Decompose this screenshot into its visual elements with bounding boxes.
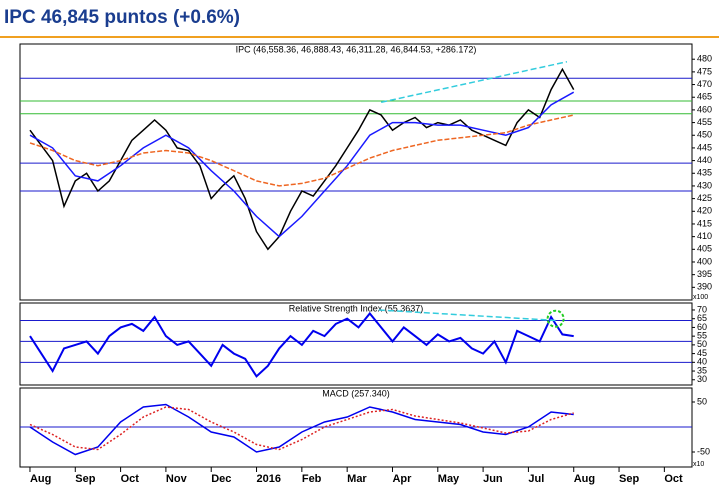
y-tick-label: 480	[697, 54, 712, 64]
y-tick-label: 390	[697, 282, 712, 292]
y-tick-label: 415	[697, 218, 712, 228]
panel-frame	[19, 43, 693, 301]
y-tick-label: 455	[697, 117, 712, 127]
y-tick-label: 55	[697, 331, 707, 341]
y-tick-label: 35	[697, 365, 707, 375]
x-tick-label: May	[438, 473, 460, 485]
y-tick-label: 395	[697, 269, 712, 279]
y-tick-label: 445	[697, 142, 712, 152]
series-line	[29, 114, 574, 187]
series-line	[29, 403, 574, 456]
panel-subtitle: IPC (46,558.36, 46,888.43, 46,311.28, 46…	[236, 44, 477, 54]
y-tick-label: 405	[697, 244, 712, 254]
y-tick-label: 410	[697, 231, 712, 241]
y-tick-label: 475	[697, 66, 712, 76]
y-tick-label: 70	[697, 304, 707, 314]
x-tick-label: 2016	[257, 473, 281, 485]
y-tick-label: 400	[697, 256, 712, 266]
trend-line	[378, 309, 556, 322]
y-tick-label: 460	[697, 104, 712, 114]
y-tick-label: 425	[697, 193, 712, 203]
x-tick-label: Oct	[121, 473, 140, 485]
y-tick-label: 420	[697, 206, 712, 216]
trend-line	[380, 61, 568, 104]
y-tick-label: 45	[697, 348, 707, 358]
series-line	[29, 406, 574, 451]
x-tick-label: Aug	[30, 473, 51, 485]
series-line	[29, 91, 575, 238]
series-line	[29, 67, 575, 251]
y-scale-label: x100	[693, 294, 708, 301]
x-tick-label: Jun	[483, 473, 503, 485]
highlight-circle	[546, 309, 565, 328]
panel-frame	[19, 302, 693, 386]
y-tick-label: 450	[697, 130, 712, 140]
y-tick-label: 50	[697, 396, 707, 406]
panel-subtitle: Relative Strength Index (55.3637)	[289, 303, 424, 313]
y-tick-label: 470	[697, 79, 712, 89]
y-tick-label: 65	[697, 313, 707, 323]
x-tick-label: Dec	[211, 473, 231, 485]
x-tick-label: Nov	[166, 473, 188, 485]
y-tick-label: 30	[697, 374, 707, 384]
chart-title: IPC 46,845 puntos (+0.6%)	[4, 7, 240, 28]
y-tick-label: 60	[697, 322, 707, 332]
x-tick-label: Sep	[619, 473, 639, 485]
y-tick-label: 465	[697, 92, 712, 102]
y-tick-label: -50	[697, 446, 710, 456]
y-tick-label: 40	[697, 357, 707, 367]
y-tick-label: 435	[697, 168, 712, 178]
y-tick-label: 430	[697, 180, 712, 190]
y-scale-label: x10	[693, 461, 704, 468]
series-line	[29, 311, 574, 378]
x-tick-label: Sep	[75, 473, 95, 485]
x-tick-label: Mar	[347, 473, 367, 485]
y-tick-label: 50	[697, 339, 707, 349]
x-tick-label: Aug	[574, 473, 595, 485]
panel-subtitle: MACD (257.340)	[322, 388, 390, 398]
x-tick-label: Jul	[528, 473, 544, 485]
y-tick-label: 440	[697, 155, 712, 165]
x-tick-label: Oct	[664, 473, 683, 485]
x-tick-label: Apr	[392, 473, 412, 485]
x-tick-label: Feb	[302, 473, 322, 485]
